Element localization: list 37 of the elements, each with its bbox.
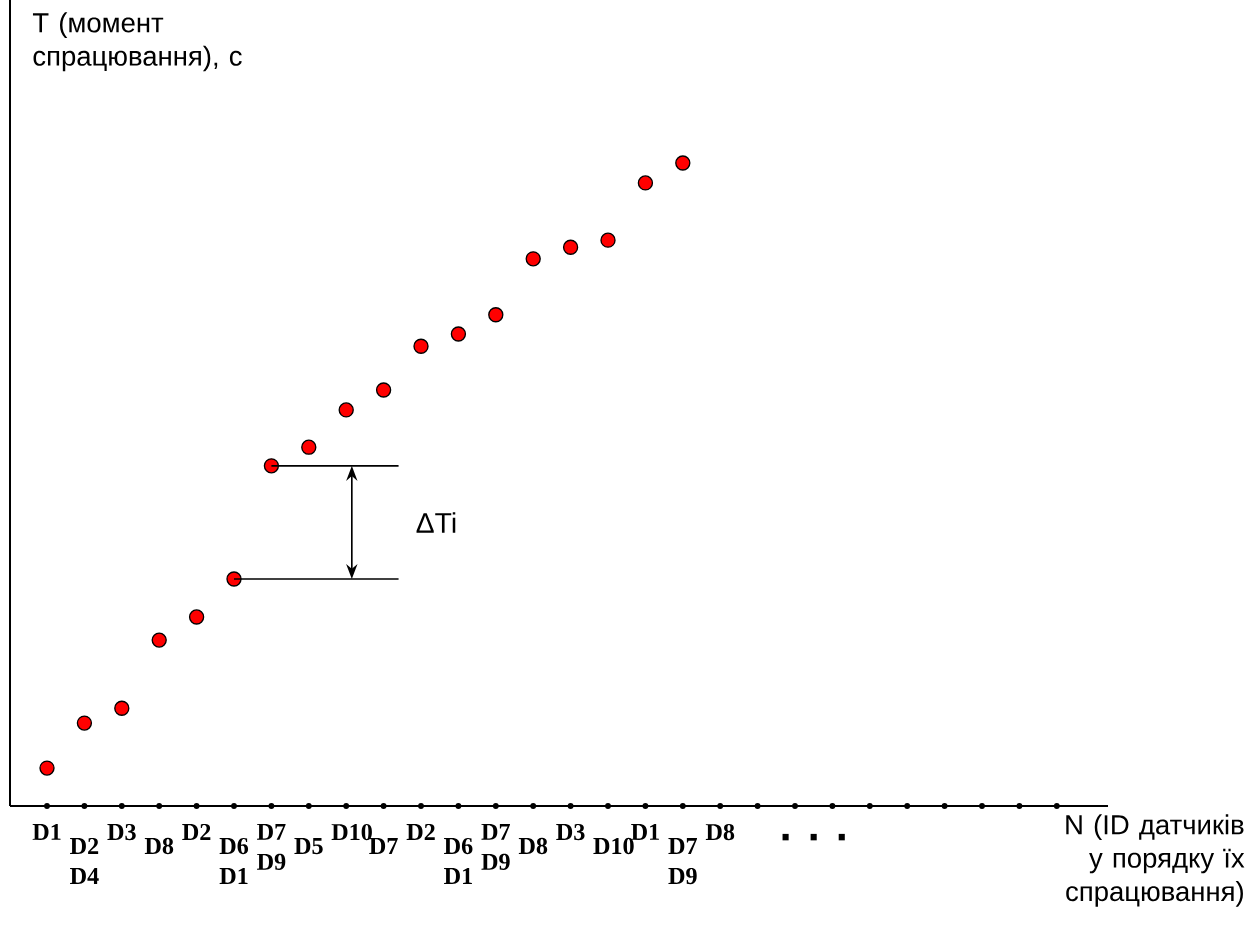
x-tick-label: D6 D1 <box>219 837 249 884</box>
text: . . . <box>782 833 845 841</box>
y-axis-title: T (момент спрацювання), с <box>32 12 242 72</box>
point <box>39 760 55 776</box>
x-tick-label: D7 D9 <box>257 823 286 870</box>
x-tick-label: D2 <box>406 823 435 840</box>
x-tick-label: D8 <box>518 837 548 855</box>
point <box>76 715 93 731</box>
point <box>188 609 205 625</box>
x-tick-label: D7 D9 <box>668 838 697 885</box>
point <box>301 439 317 455</box>
x-tick-label: D8 <box>144 837 174 855</box>
point <box>488 307 504 323</box>
point <box>562 239 579 255</box>
point <box>151 632 167 648</box>
x-tick-label: D7 D9 <box>481 823 510 870</box>
x-tick-label: D1 <box>32 823 61 840</box>
point <box>263 458 280 474</box>
x-tick-label: D5 <box>294 838 323 855</box>
point <box>338 402 354 418</box>
x-axis-title: N (ID датчиків у порядку їх спрацювання) <box>1066 814 1245 907</box>
point <box>525 251 541 267</box>
point <box>450 326 467 342</box>
x-tick-label: D3 <box>556 823 585 841</box>
x-tick-label: D2 <box>182 823 211 840</box>
x-tick-label: D3 <box>107 823 136 841</box>
point <box>600 232 616 248</box>
x-tick-label: D6 D1 <box>444 837 473 884</box>
point <box>375 382 392 398</box>
point <box>114 700 130 716</box>
x-tick-label: D2 D4 <box>70 837 99 884</box>
annotation: ΔTi <box>416 512 456 533</box>
x-tick-label: D8 <box>705 823 735 841</box>
point <box>413 338 429 354</box>
point <box>637 175 654 191</box>
point <box>675 155 691 171</box>
point <box>226 571 242 587</box>
